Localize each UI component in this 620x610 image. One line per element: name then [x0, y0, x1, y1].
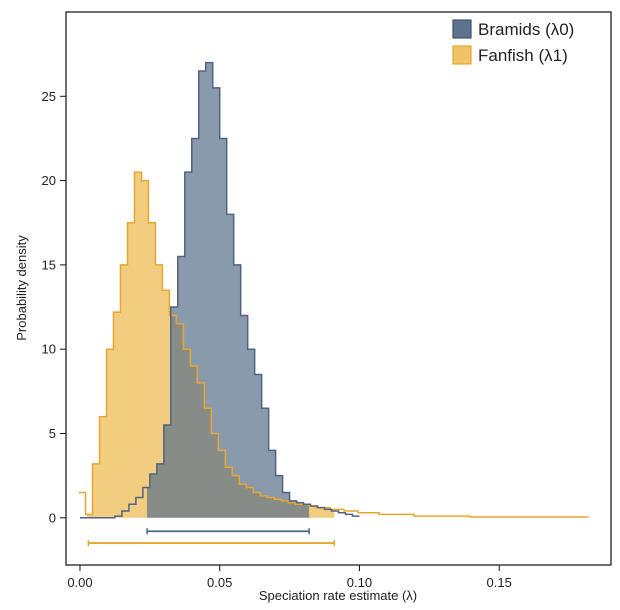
y-tick-label-3: 15: [42, 257, 56, 272]
x-tick-label-3: 0.15: [487, 575, 512, 590]
fanfish-outline: [78, 171, 589, 518]
x-axis-title: Speciation rate estimate (λ): [259, 588, 417, 603]
x-tick-label-0: 0.00: [67, 575, 92, 590]
x-tick-label-1: 0.05: [207, 575, 232, 590]
plot-area: [78, 61, 589, 547]
axes: 0.00 0.05 0.10 0.15 0 5 10 15 20 25: [42, 89, 512, 590]
plot-frame: [65, 11, 612, 566]
bramids-fill: [147, 62, 310, 518]
legend-swatch-bramids: [452, 19, 472, 39]
legend-swatch-fanfish: [452, 45, 472, 65]
y-tick-label-5: 25: [42, 89, 56, 104]
x-tick-label-2: 0.10: [347, 575, 372, 590]
legend-label-bramids: Bramids (λ0): [478, 20, 574, 39]
y-tick-label-0: 0: [49, 510, 56, 525]
legend: Bramids (λ0) Fanfish (λ1): [452, 19, 574, 65]
y-tick-label-1: 5: [49, 426, 56, 441]
y-tick-label-4: 20: [42, 173, 56, 188]
fanfish-fill: [86, 172, 335, 518]
y-axis-title: Probability density: [14, 235, 29, 341]
y-tick-label-2: 10: [42, 342, 56, 357]
legend-label-fanfish: Fanfish (λ1): [478, 46, 568, 65]
bramids-outline: [79, 61, 360, 519]
